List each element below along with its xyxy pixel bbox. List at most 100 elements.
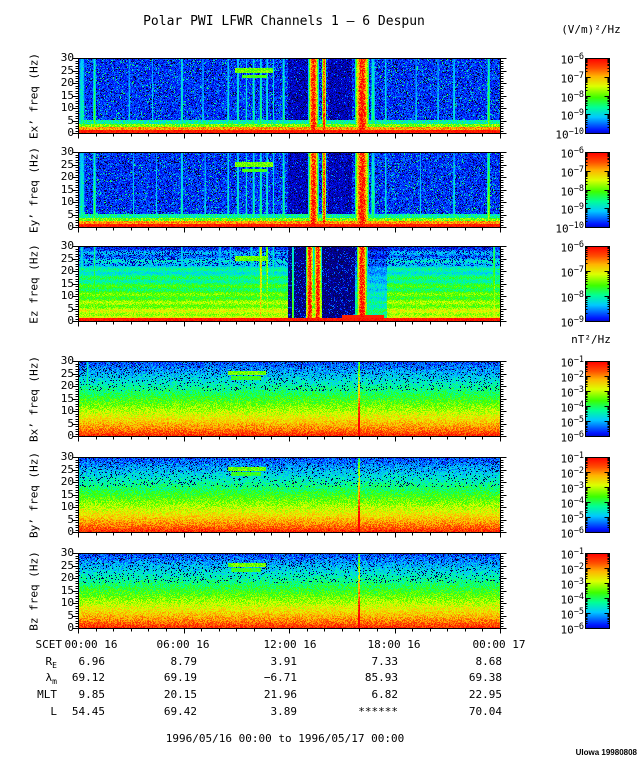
colorbar-tick-label: 10−5 [560, 511, 585, 526]
ephemeris-value: 20.15 [163, 688, 197, 701]
scet-label: SCET [35, 638, 63, 651]
freq-tick-label: 0 [67, 126, 74, 139]
colorbar-tick-label: 10−7 [560, 70, 585, 86]
freq-tick-label: 10 [60, 101, 74, 114]
figure-title: Polar PWI LFWR Channels 1 — 6 Despun [143, 14, 425, 29]
freq-tick-label: 15 [60, 182, 74, 196]
colorbar-tick-label: 10−6 [560, 240, 585, 255]
time-tick-label: 12:00 16 [263, 638, 317, 651]
spectrogram-ey-canvas [78, 152, 500, 227]
freq-tick-label: 0 [67, 429, 74, 442]
ephemeris-row-label-mlt: MLT [37, 688, 57, 701]
ephemeris-row-label-r: RE [45, 655, 57, 671]
freq-tick-label: 30 [60, 51, 74, 64]
colorbar-tick-label: 10−7 [560, 265, 585, 280]
colorbar-tick-label: 10−7 [560, 164, 585, 180]
freq-tick-label: 10 [60, 596, 74, 609]
freq-tick-label: 10 [60, 195, 74, 208]
freq-tick-label: 15 [60, 276, 74, 290]
colorbar-tick-label: 10−10 [555, 127, 584, 142]
ephemeris-value: 85.93 [364, 671, 398, 684]
spectrogram-bz-canvas [78, 553, 500, 628]
ephemeris-value: 22.95 [468, 688, 502, 701]
colorbar-tick-label: 10−5 [560, 607, 585, 622]
ephemeris-value: 7.33 [371, 655, 399, 668]
ephemeris-value: 70.04 [468, 705, 502, 718]
ephemeris-value: 69.42 [163, 705, 197, 718]
freq-tick-label: 5 [67, 416, 74, 430]
date-range-label: 1996/05/16 00:00 to 1996/05/17 00:00 [165, 732, 405, 745]
colorbar-tick-label: 10−6 [560, 146, 585, 161]
ephemeris-row-label-λ: λm [45, 671, 57, 687]
time-tick-label: 06:00 16 [156, 638, 210, 651]
colorbar-tick-label: 10−6 [560, 622, 585, 637]
ephemeris-value: 69.38 [468, 671, 502, 684]
freq-tick-label: 30 [60, 354, 74, 367]
colorbar-bz-canvas [585, 553, 609, 628]
colorbar-tick-label: 10−8 [560, 290, 585, 305]
freq-tick-label: 0 [67, 525, 74, 538]
magnetic-units-label: nT²/Hz [571, 333, 611, 346]
spectrogram-ex-canvas [78, 58, 500, 133]
colorbar-tick-label: 10−1 [560, 451, 585, 466]
colorbar-tick-label: 10−3 [560, 385, 585, 400]
colorbar-bx-canvas [585, 361, 609, 436]
ephemeris-value: 9.85 [78, 688, 106, 701]
spectrogram-bx-canvas [78, 361, 500, 436]
freq-tick-label: 30 [60, 450, 74, 463]
freq-tick-label: 0 [67, 621, 74, 634]
colorbar-ex-canvas [585, 58, 609, 133]
freq-tick-label: 30 [60, 239, 74, 252]
ephemeris-value: 3.91 [270, 655, 298, 668]
colorbar-tick-label: 10−8 [560, 89, 585, 105]
freq-tick-label: 10 [60, 404, 74, 417]
time-tick-label: 00:00 16 [64, 638, 118, 651]
colorbar-ez-canvas [585, 246, 609, 321]
spectrogram-by-canvas [78, 457, 500, 532]
colorbar-tick-label: 10−3 [560, 481, 585, 496]
freq-tick-label: 5 [67, 207, 74, 221]
colorbar-tick-label: 10−6 [560, 52, 585, 67]
colorbar-tick-label: 10−6 [560, 430, 585, 445]
colorbar-tick-label: 10−2 [560, 370, 585, 385]
freq-tick-label: 20 [60, 379, 74, 392]
colorbar-tick-label: 10−9 [560, 315, 585, 330]
freq-tick-label: 20 [60, 571, 74, 584]
ephemeris-value: −6.71 [263, 671, 297, 684]
freq-tick-label: 20 [60, 76, 74, 89]
colorbar-tick-label: 10−3 [560, 577, 585, 592]
ephemeris-value: 8.79 [170, 655, 198, 668]
freq-tick-label: 5 [67, 301, 74, 315]
credit-label: UIowa 19980808 [575, 748, 637, 757]
colorbar-tick-label: 10−4 [560, 400, 585, 415]
freq-tick-label: 30 [60, 145, 74, 158]
colorbar-tick-label: 10−5 [560, 415, 585, 430]
ephemeris-row-label-l: L [50, 705, 57, 718]
colorbar-tick-label: 10−1 [560, 547, 585, 562]
colorbar-tick-label: 10−2 [560, 562, 585, 577]
freq-tick-label: 20 [60, 475, 74, 488]
freq-tick-label: 25 [60, 157, 74, 171]
ephemeris-value: 21.96 [263, 688, 297, 701]
colorbar-tick-label: 10−4 [560, 592, 585, 607]
ephemeris-value: 69.12 [71, 671, 105, 684]
electric-units-label: (V/m)²/Hz [561, 23, 621, 36]
colorbar-tick-label: 10−4 [560, 496, 585, 511]
colorbar-tick-label: 10−10 [555, 221, 584, 236]
freq-tick-label: 15 [60, 88, 74, 102]
freq-tick-label: 25 [60, 366, 74, 380]
ephemeris-value: 69.19 [163, 671, 197, 684]
freq-tick-label: 10 [60, 500, 74, 513]
colorbar-tick-label: 10−2 [560, 466, 585, 481]
freq-tick-label: 5 [67, 608, 74, 622]
time-tick-label: 00:00 17 [472, 638, 526, 651]
colorbar-tick-label: 10−9 [560, 108, 585, 123]
freq-tick-label: 5 [67, 512, 74, 526]
ephemeris-value: 6.82 [371, 688, 399, 701]
ephemeris-value: ****** [358, 705, 398, 718]
freq-tick-label: 10 [60, 289, 74, 302]
freq-tick-label: 25 [60, 462, 74, 476]
colorbar-tick-label: 10−9 [560, 202, 585, 217]
ephemeris-value: 6.96 [78, 655, 106, 668]
